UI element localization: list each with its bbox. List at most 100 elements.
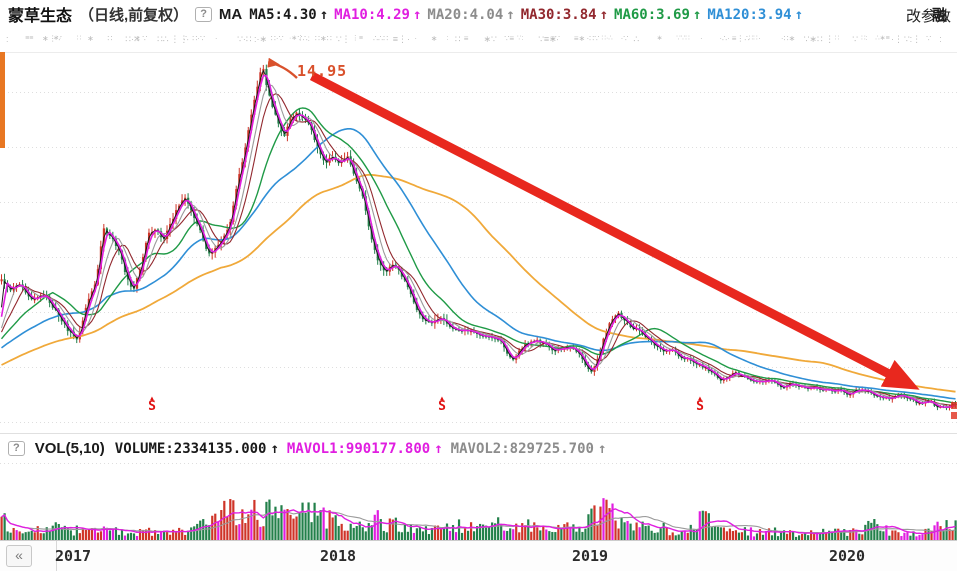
event-tick: ∗· [53,35,62,42]
event-tick: ≡⋮· [392,34,410,44]
vol-indicator-label[interactable]: VOL(5,10) [34,440,105,457]
event-tick: ∵≡ [504,34,515,43]
event-tick: ∗ [656,35,663,42]
sell-signal-marker: ▲ S [145,396,159,413]
vol-legend: VOLUME:2334135.000 ↑ MAVOL1:990177.800 ↑ MAV… [115,440,615,457]
event-tick: · [699,34,703,43]
indicator-group-label[interactable]: MA [218,5,243,23]
event-tick: ≡∵ [550,34,560,43]
peak-price-annotation: 14.95 [297,62,348,80]
event-tick: ∵∵∷ [676,35,690,42]
event-tick: ∷·∵ [270,34,284,43]
up-arrow-icon: ↑ [794,6,804,23]
ma-legend-item: MA60:3.69 ↑ [614,6,702,23]
collapse-left-button[interactable]: « [6,545,32,567]
triangle-up-icon: ▲ [439,396,445,402]
event-tick: · [214,34,218,43]
ma-legend: MA5:4.30 ↑ MA10:4.29 ↑ MA20:4.04 ↑ MA30:3.84 ↑ M… [249,6,809,23]
ma-legend-item: MA10:4.29 ↑ [334,6,422,23]
event-tick: ∵∗∷ [803,34,823,44]
ma-legend-item: MA120:3.94 ↑ [707,6,804,23]
event-tick: ∗ [87,34,94,43]
event-tick: ≡≡ [25,35,34,42]
event-tick: ∵ [852,34,858,44]
up-arrow-icon: ↑ [597,441,607,457]
event-tick: ∵∴: [297,34,310,43]
event-tick: ·∴· [719,34,730,43]
up-arrow-icon: ↑ [506,6,515,23]
up-arrow-icon: ↑ [270,441,279,457]
event-tick: ∗⋮∵ [42,34,62,43]
event-tick: ·∷∗ [780,34,796,43]
up-arrow-icon: ↑ [692,6,702,23]
vol-legend-item: VOLUME:2334135.000 ↑ [114,441,279,457]
event-tick: ∷ [454,34,461,44]
ma-legend-item: MA20:4.04 ↑ [427,6,515,23]
volume-chart[interactable] [0,463,957,541]
event-tick: ∷ [76,35,82,42]
event-tick: ∷ [107,34,113,43]
volume-header: ? VOL(5,10) VOLUME:2334135.000 ↑ MAVOL1:99… [0,433,957,463]
period-adjust-label: （日线,前复权） [79,6,189,24]
event-tick: ·∵ [620,34,629,43]
vol-legend-item: MAVOL1:990177.800 ↑ [286,441,443,457]
triangle-up-icon: ▲ [697,396,703,402]
event-tick: ∵≡∗ [538,34,557,44]
year-label: 2018 [319,547,357,565]
vol-legend-item: MAVOL2:829725.700 ↑ [450,441,607,457]
event-tick: ∵ [926,34,932,43]
ma-legend-item: MA30:3.84 ↑ [520,6,609,23]
year-label: 2017 [54,547,92,565]
event-tick: ·∷∵ [586,34,600,43]
event-tick: ≡⋮∴ [731,34,750,43]
event-tick: ∵: [516,35,524,42]
event-tick: :·∗ [253,34,267,44]
sell-signal-marker: ▲ S [435,396,449,413]
event-tick: ∷·∷ [125,34,140,44]
edit-parameters-button[interactable]: 改参数 [905,8,951,25]
year-label: 2020 [828,547,866,565]
event-tick: ∗ [430,34,438,43]
up-arrow-icon: ↑ [599,6,609,23]
triangle-up-icon: ▲ [149,396,155,402]
event-tick: : [939,34,942,44]
event-tick: : [6,34,9,44]
event-marker-strip: : ≡≡ ∗⋮∵ ∗· ∷ ∗ ∷ ∷·∷ ∗ ∵ ∷∴ ⋮⋮ ∴ ∷·∵ · ∵·∷:·∗ ∷·∵ ·∗⋮ ∵∴:… [0,28,957,53]
event-tick: ∷∗∷ [314,34,332,43]
help-icon[interactable]: ? [195,6,212,22]
axis-divider [56,541,57,571]
event-tick: ∷ [834,35,840,42]
up-arrow-icon: ↑ [434,441,443,457]
event-tick: ∷·∴ [601,35,613,42]
event-tick: : [446,35,449,42]
event-tick: · [758,34,761,43]
help-icon[interactable]: ? [8,441,25,456]
event-tick: ⋮≡ [351,35,364,42]
stock-title: 蒙草生态 [8,8,73,25]
event-tick: ∗ [133,34,141,43]
chart-header: 蒙草生态 （日线,前复权） ? MA MA5:4.30 ↑ MA10:4.29 ↑ MA… [0,0,957,28]
event-tick: ∵:⋮ [903,34,922,44]
event-tick: ⋮⋮ [170,34,189,44]
event-tick: ⋮ [825,34,835,44]
event-tick: ·∗⋮ [289,35,305,42]
event-tick: ∵⋮ [335,34,351,44]
event-tick: ∷: [861,35,868,42]
event-tick: ∷∷ [748,35,758,42]
main-chart[interactable] [0,52,957,433]
event-tick: ·⋮ [891,34,903,44]
event-tick: ∷·∵ [192,34,206,43]
event-tick: · [414,34,418,43]
event-tick: ≡ [463,34,469,43]
event-tick: ∵ [142,34,148,43]
event-tick: ∴∗≡ [875,35,890,42]
event-tick: ∗∵ [483,34,497,44]
sell-signal-marker: ▲ S [693,396,707,413]
left-edge-highlight-bar [0,52,5,148]
ma-legend-item: MA5:4.30 ↑ [249,6,329,23]
event-tick: ∷∴ [157,34,169,44]
event-tick: ∴∴∷ [372,34,389,43]
up-arrow-icon: ↑ [319,6,329,23]
event-tick: ∵·∷ [237,34,252,44]
event-tick: ∴ [633,34,640,44]
